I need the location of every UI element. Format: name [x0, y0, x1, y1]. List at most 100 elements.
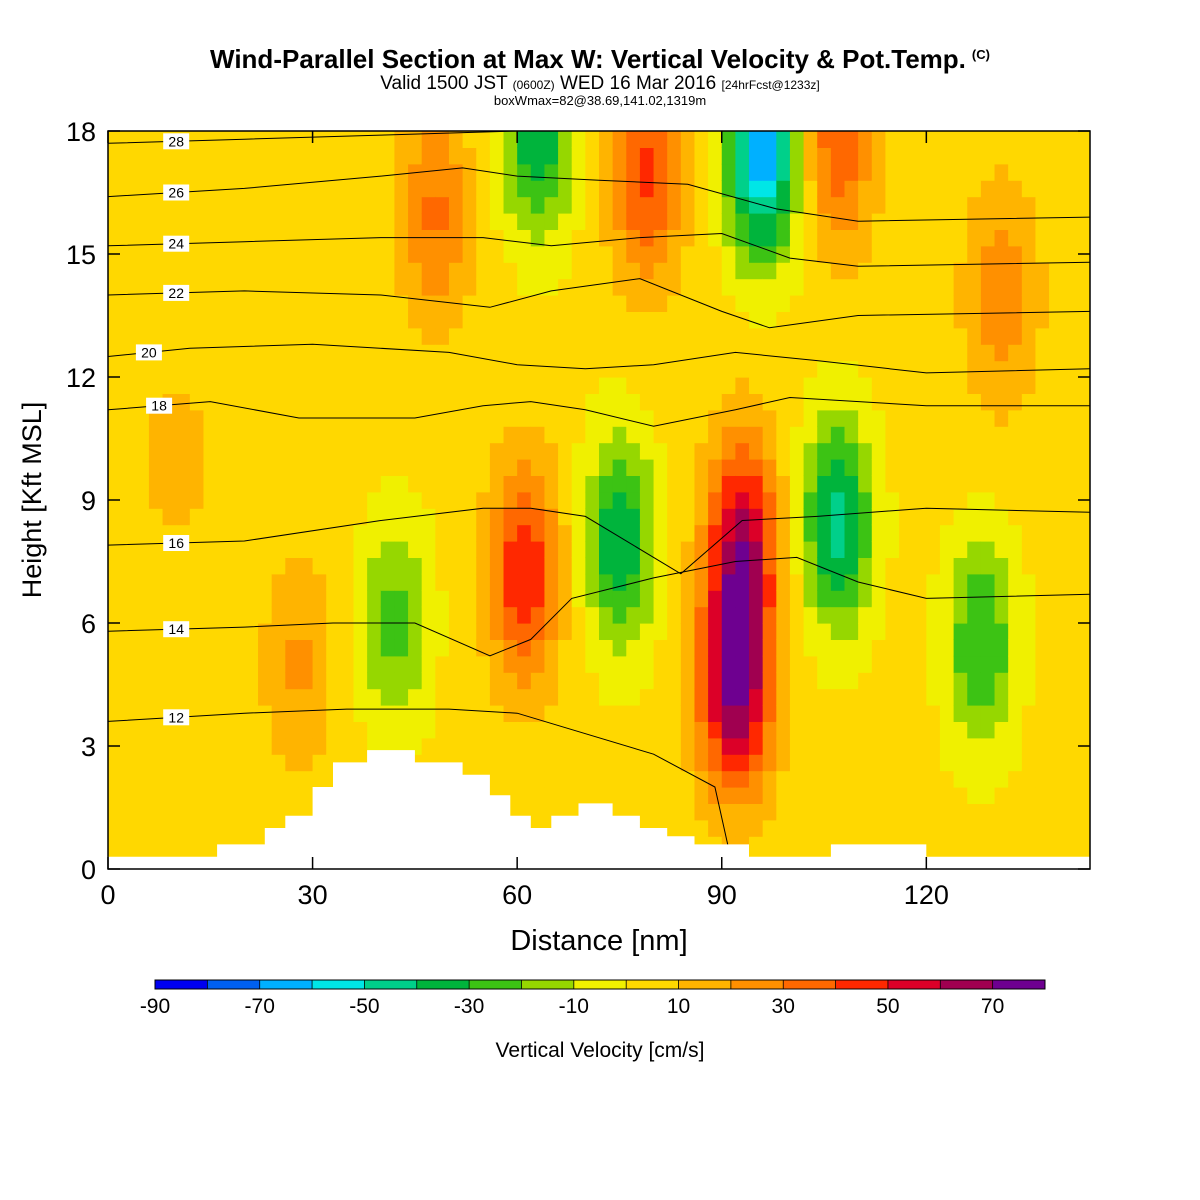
velocity-cell: [830, 377, 846, 394]
velocity-cell: [530, 688, 546, 706]
velocity-cell: [489, 639, 505, 657]
velocity-cell: [585, 409, 600, 427]
velocity-cell: [203, 409, 218, 427]
velocity-cell: [735, 213, 750, 230]
velocity-cell: [503, 163, 518, 181]
velocity-cell: [721, 229, 736, 247]
velocity-cell: [639, 459, 655, 476]
velocity-cell: [612, 787, 627, 804]
velocity-cell: [844, 327, 859, 345]
velocity-cell: [776, 344, 791, 362]
velocity-cell: [599, 196, 614, 214]
velocity-cell: [626, 426, 641, 444]
velocity-cell: [380, 623, 396, 640]
velocity-cell: [312, 426, 327, 444]
velocity-cell: [980, 836, 996, 854]
velocity-cell: [803, 278, 818, 296]
velocity-cell: [544, 655, 559, 673]
velocity-cell: [408, 180, 423, 198]
velocity-cell: [421, 295, 436, 312]
velocity-cell: [435, 541, 450, 558]
velocity-cell: [408, 295, 423, 312]
velocity-cell: [912, 623, 927, 640]
velocity-cell: [844, 737, 859, 755]
velocity-cell: [721, 688, 736, 706]
velocity-cell: [844, 147, 859, 165]
velocity-cell: [667, 229, 682, 247]
velocity-cell: [1008, 245, 1023, 263]
velocity-cell: [489, 213, 505, 230]
velocity-cell: [162, 508, 177, 526]
velocity-cell: [339, 327, 355, 345]
velocity-cell: [939, 541, 955, 558]
velocity-cell: [217, 442, 232, 460]
velocity-cell: [285, 754, 300, 772]
velocity-cell: [435, 327, 450, 345]
velocity-cell: [571, 705, 586, 722]
velocity-cell: [980, 524, 996, 542]
velocity-cell: [298, 541, 314, 558]
velocity-cell: [680, 459, 696, 476]
velocity-cell: [1035, 426, 1050, 444]
velocity-cell: [435, 557, 450, 575]
velocity-cell: [585, 311, 600, 329]
velocity-cell: [926, 360, 941, 378]
velocity-cell: [503, 672, 518, 690]
velocity-cell: [1076, 426, 1090, 444]
velocity-cell: [121, 803, 136, 821]
velocity-cell: [1049, 836, 1064, 854]
velocity-cell: [871, 147, 887, 165]
velocity-cell: [189, 623, 205, 640]
velocity-cell: [899, 557, 914, 575]
velocity-cell: [885, 377, 900, 394]
velocity-cell: [776, 409, 791, 427]
velocity-cell: [667, 377, 682, 394]
velocity-cell: [844, 196, 859, 214]
velocity-cell: [544, 541, 559, 558]
velocity-cell: [721, 442, 736, 460]
velocity-cell: [503, 573, 518, 591]
velocity-cell: [885, 688, 900, 706]
velocity-cell: [653, 754, 668, 772]
velocity-cell: [135, 590, 150, 608]
velocity-cell: [148, 180, 164, 198]
velocity-cell: [162, 147, 177, 165]
velocity-cell: [939, 459, 955, 476]
velocity-cell: [1062, 196, 1077, 214]
velocity-cell: [108, 541, 123, 558]
velocity-cell: [599, 573, 614, 591]
velocity-cell: [626, 688, 641, 706]
velocity-cell: [749, 442, 764, 460]
velocity-cell: [1062, 737, 1077, 755]
velocity-cell: [967, 639, 982, 657]
velocity-cell: [871, 196, 887, 214]
colorbar-tick-label: -50: [349, 995, 379, 1018]
velocity-cell: [1035, 705, 1050, 722]
velocity-cell: [858, 426, 873, 444]
velocity-cell: [599, 229, 614, 247]
velocity-cell: [489, 344, 505, 362]
velocity-cell: [626, 377, 641, 394]
velocity-cell: [844, 623, 859, 640]
velocity-cell: [462, 590, 477, 608]
velocity-cell: [1008, 573, 1023, 591]
velocity-cell: [817, 393, 832, 411]
velocity-cell: [326, 672, 341, 690]
velocity-cell: [448, 147, 464, 165]
velocity-cell: [776, 590, 791, 608]
velocity-cell: [789, 442, 805, 460]
velocity-cell: [680, 377, 696, 394]
velocity-cell: [271, 409, 286, 427]
velocity-cell: [885, 639, 900, 657]
velocity-cell: [953, 655, 968, 673]
velocity-cell: [830, 327, 846, 345]
velocity-cell: [967, 409, 982, 427]
velocity-cell: [585, 475, 600, 493]
velocity-cell: [121, 541, 136, 558]
velocity-cell: [967, 737, 982, 755]
velocity-cell: [148, 360, 164, 378]
velocity-cell: [1021, 655, 1037, 673]
velocity-cell: [503, 229, 518, 247]
velocity-cell: [1076, 262, 1090, 280]
velocity-cell: [258, 311, 273, 329]
